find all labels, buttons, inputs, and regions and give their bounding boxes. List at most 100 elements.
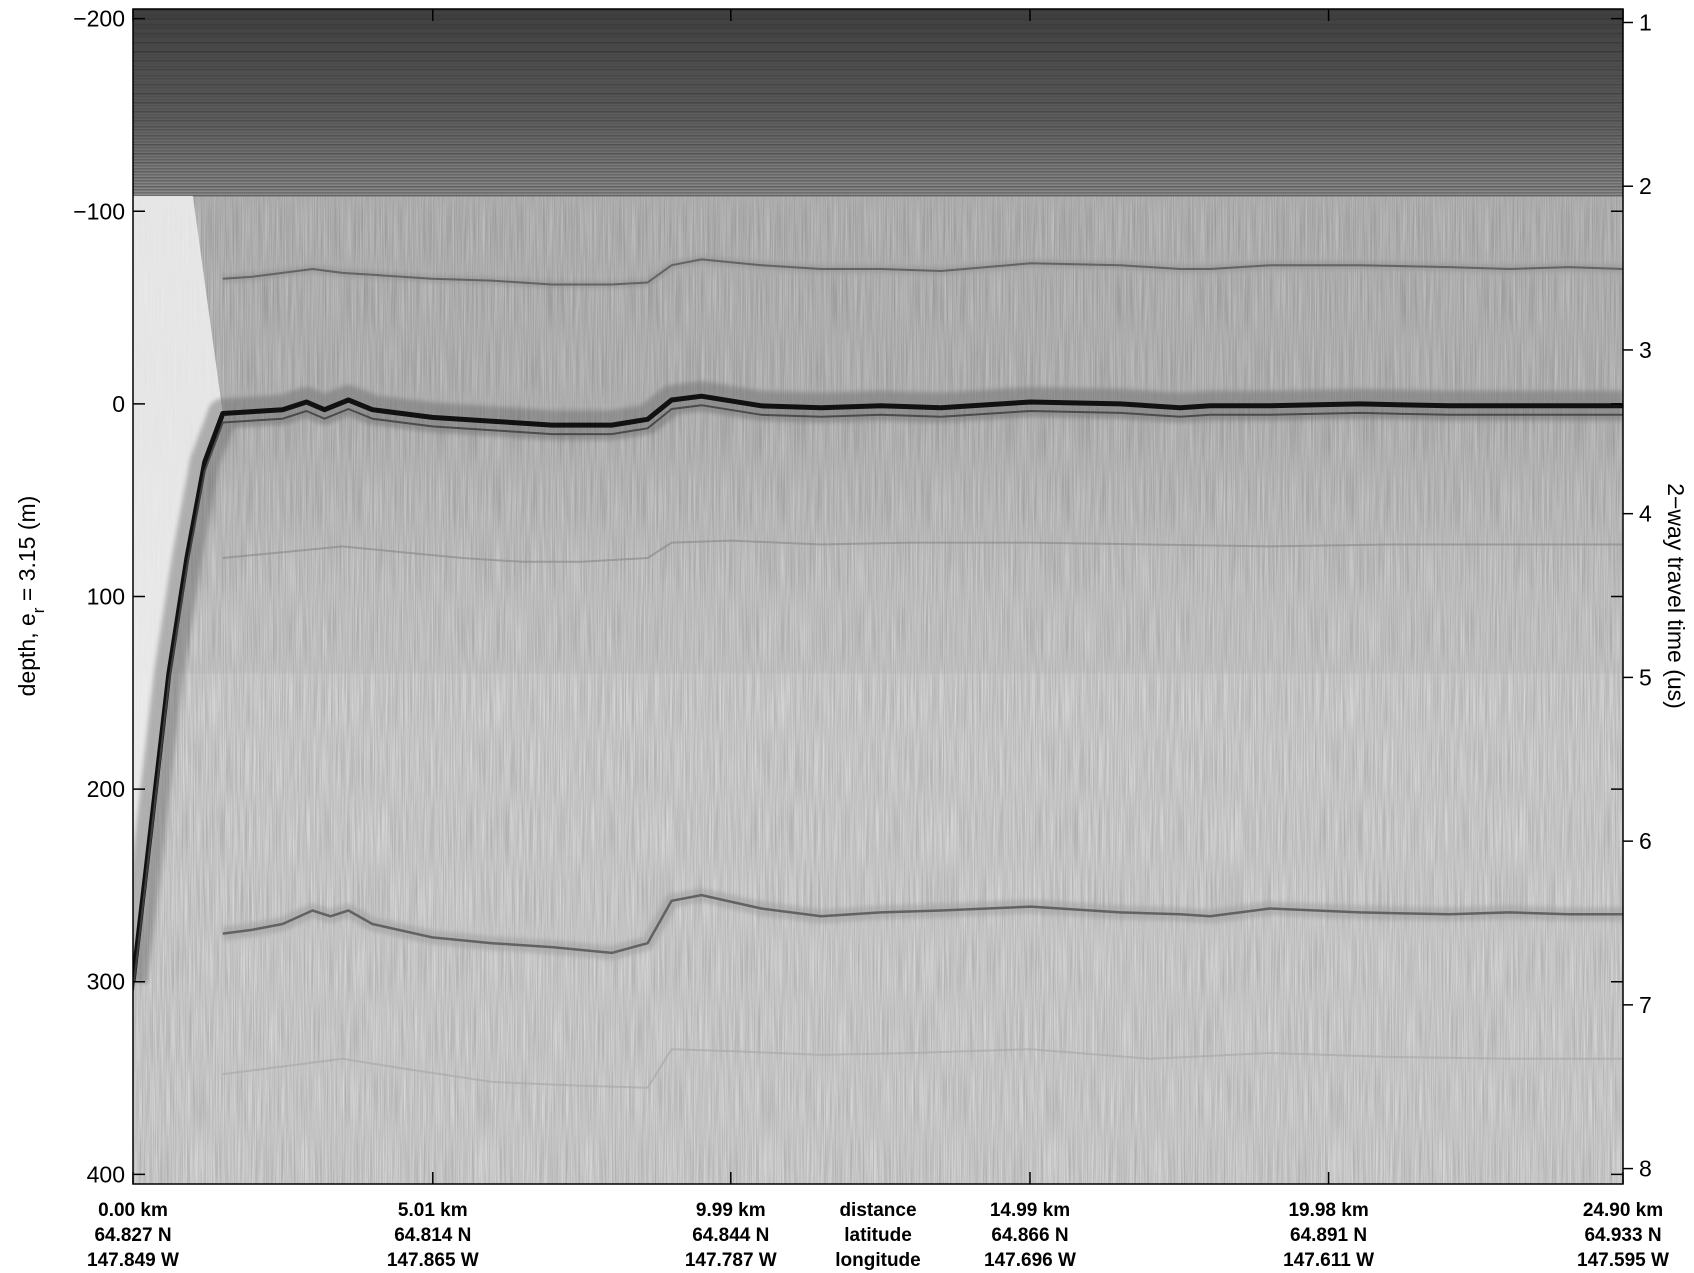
latitude-tick-label: 64.827 N [94, 1225, 171, 1246]
band-stripe [133, 105, 1623, 107]
distance-tick-label: 19.98 km [1288, 1200, 1368, 1221]
band-stripe [133, 57, 1623, 59]
longitude-tick-label: 147.595 W [1577, 1250, 1669, 1271]
grain-texture [133, 9, 1623, 1184]
band-stripe [133, 120, 1623, 122]
left-tick-label: 400 [87, 1161, 125, 1187]
longitude-tick-label: 147.696 W [984, 1250, 1076, 1271]
distance-tick-label: 24.90 km [1583, 1200, 1663, 1221]
band-stripe [133, 63, 1623, 65]
band-stripe [133, 78, 1623, 80]
band-stripe [133, 36, 1623, 38]
distance-tick-label: 14.99 km [990, 1200, 1070, 1221]
band-stripe [133, 192, 1623, 194]
band-stripe [133, 27, 1623, 29]
band-stripe [133, 12, 1623, 14]
band-stripe [133, 42, 1623, 44]
distance-tick-label: 5.01 km [398, 1200, 468, 1221]
band-stripe [133, 60, 1623, 62]
band-stripe [133, 144, 1623, 146]
band-stripe [133, 111, 1623, 113]
band-stripe [133, 24, 1623, 26]
band-stripe [133, 96, 1623, 98]
band-stripe [133, 54, 1623, 56]
latitude-tick-label: 64.866 N [991, 1225, 1068, 1246]
band-stripe [133, 156, 1623, 158]
right-tick-label: 8 [1639, 1156, 1652, 1182]
band-stripe [133, 126, 1623, 128]
left-tick-label: −200 [73, 6, 125, 32]
longitude-tick-label: 147.849 W [87, 1250, 179, 1271]
band-stripe [133, 39, 1623, 41]
longitude-tick-label: 147.787 W [685, 1250, 777, 1271]
left-tick-label: 100 [87, 584, 125, 610]
band-stripe [133, 123, 1623, 125]
band-stripe [133, 162, 1623, 164]
band-stripe [133, 48, 1623, 50]
band-stripe [133, 168, 1623, 170]
row-label-distance: distance [839, 1200, 916, 1221]
band-stripe [133, 180, 1623, 182]
band-stripe [133, 165, 1623, 167]
primary-reflector [133, 393, 1623, 982]
band-stripe [133, 132, 1623, 134]
band-stripe [133, 186, 1623, 188]
band-stripe [133, 147, 1623, 149]
right-tick-label: 4 [1639, 501, 1652, 527]
band-stripe [133, 33, 1623, 35]
longitude-tick-label: 147.611 W [1283, 1250, 1374, 1271]
row-label-latitude: latitude [844, 1225, 912, 1246]
band-stripe [133, 153, 1623, 155]
mid-reflector [222, 539, 1623, 563]
right-tick-label: 3 [1639, 337, 1652, 363]
right-axis-title: 2−way travel time (us) [1663, 483, 1689, 709]
band-stripe [133, 18, 1623, 20]
longitude-tick-label: 147.865 W [387, 1250, 479, 1271]
band-stripe [133, 159, 1623, 161]
right-tick-label: 2 [1639, 173, 1652, 199]
band-stripe [133, 21, 1623, 23]
band-stripe [133, 174, 1623, 176]
band-stripe [133, 117, 1623, 119]
band-stripe [133, 138, 1623, 140]
band-stripe [133, 141, 1623, 143]
basal-reflector [222, 893, 1623, 955]
left-axis-title: depth, er = 3.15 (m) [14, 496, 48, 697]
band-stripe [133, 81, 1623, 83]
band-stripe [133, 15, 1623, 17]
right-tick-label: 6 [1639, 828, 1652, 854]
left-tick-label: 200 [87, 776, 125, 802]
upper-layer [222, 258, 1623, 286]
latitude-tick-label: 64.844 N [692, 1225, 769, 1246]
right-axis-ticks: 1 2 3 4 5 6 7 8 [1623, 9, 1652, 1182]
band-stripe [133, 150, 1623, 152]
distance-tick-label: 0.00 km [98, 1200, 168, 1221]
surface-band-stripes [133, 9, 1623, 197]
band-stripe [133, 177, 1623, 179]
band-stripe [133, 51, 1623, 53]
band-stripe [133, 99, 1623, 101]
band-stripe [133, 72, 1623, 74]
latitude-tick-label: 64.814 N [394, 1225, 471, 1246]
primary-reflector [133, 404, 1623, 991]
bottom-axis-ticks: 0.00 km 64.827 N 147.849 W 5.01 km 64.814 N 1… [87, 9, 1669, 1271]
band-stripe [133, 30, 1623, 32]
band-stripe [133, 90, 1623, 92]
band-stripe [133, 45, 1623, 47]
band-stripe [133, 75, 1623, 77]
band-stripe [133, 171, 1623, 173]
band-stripe [133, 135, 1623, 137]
band-stripe [133, 189, 1623, 191]
band-stripe [133, 183, 1623, 185]
band-stripe [133, 108, 1623, 110]
band-stripe [133, 102, 1623, 104]
band-stripe [133, 114, 1623, 116]
left-tick-label: 0 [112, 391, 125, 417]
reflector-layer [133, 255, 1623, 1089]
latitude-tick-label: 64.933 N [1584, 1225, 1661, 1246]
band-stripe [133, 87, 1623, 89]
row-label-longitude: longitude [835, 1250, 920, 1271]
band-stripe [133, 66, 1623, 68]
deep-reflector [222, 1048, 1623, 1089]
